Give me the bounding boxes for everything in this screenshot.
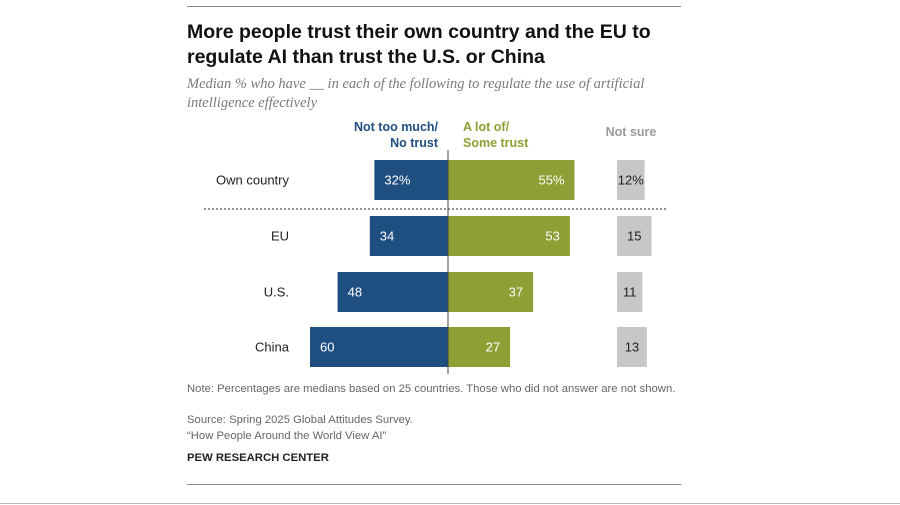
legend-trust-line: A lot of/ [463,120,510,134]
bar-label-no-trust: 48 [348,285,362,300]
bar-not-sure [617,272,643,312]
bar-label-trust: 27 [486,340,500,355]
bar-label-no-trust: 32% [384,173,410,188]
bar-label-not-sure: 11 [623,285,637,300]
bar-no-trust [369,216,448,256]
chart-source: Source: Spring 2025 Global Attitudes Sur… [187,414,413,426]
bar-not-sure [617,216,652,256]
bar-trust [448,327,511,367]
report-title: “How People Around the World View AI” [187,430,387,442]
bar-label-not-sure: 12% [618,173,644,188]
legend-no-trust-line: Not too much/ [354,120,439,134]
legend-trust-line: Some trust [463,136,529,150]
category-label: Own country [216,173,289,188]
bar-label-no-trust: 34 [380,229,394,244]
chart-subtitle: Median % who have __ in each of the foll… [187,76,645,111]
bottom-rule [187,484,681,485]
bar-not-sure [617,327,647,367]
page-bottom-border [0,503,900,504]
bar-not-sure [617,160,645,200]
bar-no-trust [310,327,448,367]
bar-no-trust [374,160,448,200]
bar-label-trust: 55% [538,173,564,188]
category-label: China [255,340,290,355]
bar-label-no-trust: 60 [320,340,334,355]
bar-label-trust: 53 [545,229,559,244]
bar-label-not-sure: 13 [625,340,639,355]
diverging-bar-chart: Not too much/No trust A lot of/Some trust… [204,120,668,374]
brand-name: PEW RESEARCH CENTER [187,452,329,464]
category-label: EU [271,229,289,244]
chart-note: Note: Percentages are medians based on 2… [187,383,676,395]
legend-not-sure: Not sure [606,125,657,139]
chart-title: More people trust their own country and … [187,21,651,68]
bar-trust [448,160,575,200]
top-rule [187,6,681,7]
bar-label-trust: 37 [509,285,523,300]
legend-no-trust-line: No trust [390,136,439,150]
category-label: U.S. [264,285,289,300]
bar-trust [448,272,534,312]
bar-trust [448,216,570,256]
bar-label-not-sure: 15 [627,229,641,244]
bar-no-trust [337,272,448,312]
